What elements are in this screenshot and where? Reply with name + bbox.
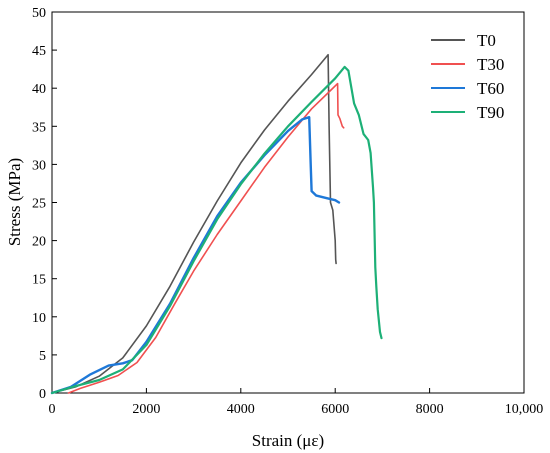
- series-line-t0: [51, 53, 337, 394]
- legend: T0 T30 T60 T90: [431, 31, 504, 122]
- y-tick-label: 40: [32, 82, 46, 97]
- series-line-t90: [50, 65, 383, 395]
- x-tick-label: 8000: [416, 402, 444, 417]
- series-line-t30: [67, 82, 345, 394]
- x-tick-label: 2000: [132, 402, 160, 417]
- x-tick-label: 4000: [227, 402, 255, 417]
- plot-frame: [51, 11, 525, 394]
- series-line-t60: [50, 115, 341, 395]
- legend-label-t90: T90: [477, 103, 504, 122]
- y-tick-label: 5: [39, 349, 46, 364]
- x-tick-label: 10,000: [505, 402, 544, 417]
- y-axis: 0 5 10 15 20 25 30 35 40 45 50: [32, 6, 57, 402]
- y-tick-label: 30: [32, 158, 46, 173]
- y-tick-label: 15: [32, 273, 46, 288]
- y-tick-label: 10: [32, 311, 46, 326]
- y-tick-label: 35: [32, 120, 46, 135]
- y-tick-label: 50: [32, 6, 46, 21]
- y-tick-label: 0: [39, 387, 46, 402]
- x-tick-label: 6000: [321, 402, 349, 417]
- y-axis-title: Stress (MPa): [5, 158, 24, 246]
- legend-label-t60: T60: [477, 79, 504, 98]
- y-tick-label: 45: [32, 44, 46, 59]
- x-axis-title: Strain (με): [252, 431, 324, 450]
- x-axis: 0 2000 4000 6000 8000 10,000: [49, 388, 544, 417]
- legend-label-t30: T30: [477, 55, 504, 74]
- series-layer: [50, 53, 383, 395]
- y-tick-label: 20: [32, 235, 46, 250]
- x-tick-label: 0: [49, 402, 56, 417]
- y-tick-label: 25: [32, 197, 46, 212]
- legend-label-t0: T0: [477, 31, 496, 50]
